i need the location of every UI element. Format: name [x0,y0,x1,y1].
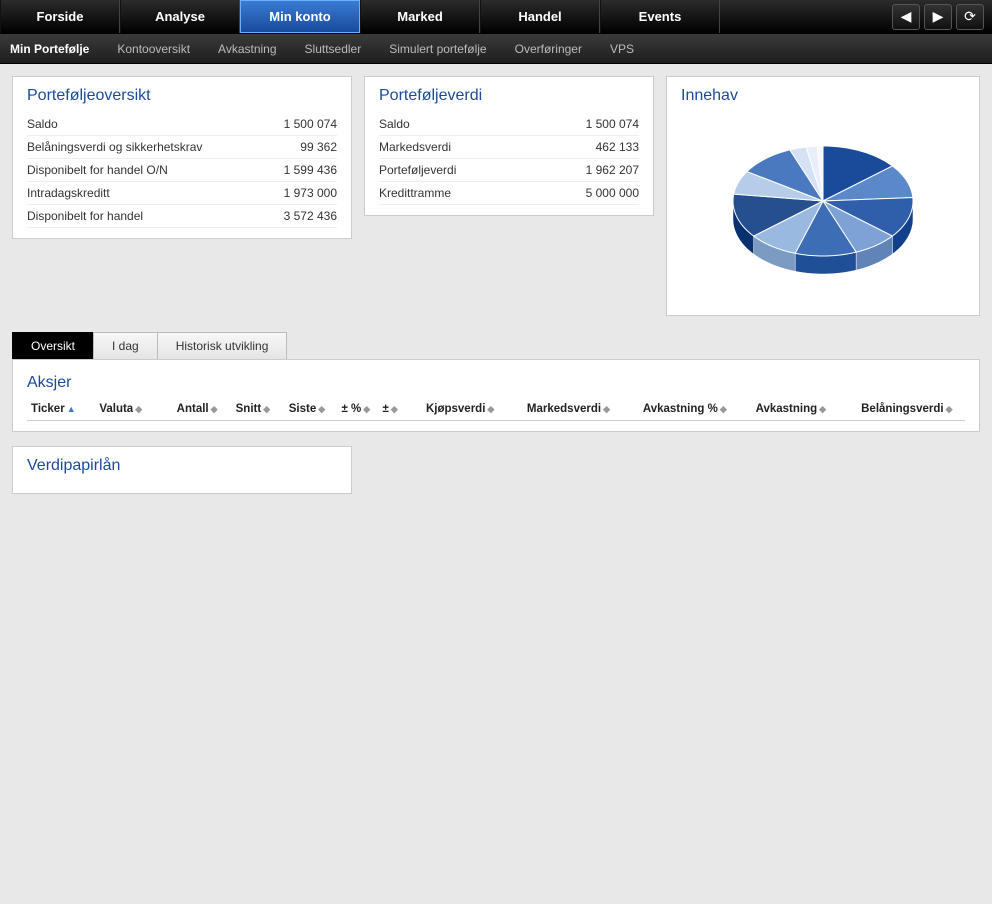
loan-panel: Verdipapirlån [12,446,352,494]
nav-back-icon[interactable]: ◀ [892,4,920,30]
sub-nav: Min Portefølje Kontooversikt Avkastning Slu… [0,34,992,64]
topnav-item-forside[interactable]: Forside [0,0,120,33]
col-header[interactable]: Markedsverdi◆ [496,398,612,421]
value-table: Saldo1 500 074Markedsverdi462 133Portefø… [379,113,639,205]
holdings-pie-chart [718,123,928,293]
col-header[interactable]: Avkastning◆ [729,398,828,421]
panel-title: Porteføljeoversikt [27,87,337,105]
kv-label: Belåningsverdi og sikkerhetskrav [27,136,265,159]
col-header[interactable]: Kjøpsverdi◆ [400,398,497,421]
kv-value: 3 572 436 [265,205,337,228]
top-nav: ForsideAnalyseMin kontoMarkedHandelEvent… [0,0,992,34]
topnav-item-events[interactable]: Events [600,0,720,33]
kv-label: Markedsverdi [379,136,533,159]
col-header[interactable] [955,398,966,421]
subnav-item-min-portefølje[interactable]: Min Portefølje [10,42,89,56]
topnav-item-handel[interactable]: Handel [480,0,600,33]
kv-row: Intradagskreditt1 973 000 [27,182,337,205]
stocks-title: Aksjer [27,374,965,392]
portfolio-overview-panel: Porteføljeoversikt Saldo1 500 074Belånin… [12,76,352,239]
stocks-panel: Aksjer Ticker▲Valuta◆Antall◆Snitt◆Siste◆… [12,359,980,432]
overview-table: Saldo1 500 074Belåningsverdi og sikkerhe… [27,113,337,228]
topnav-item-analyse[interactable]: Analyse [120,0,240,33]
subnav-item-overføringer[interactable]: Overføringer [515,42,582,56]
col-header[interactable]: Belåningsverdi◆ [828,398,954,421]
kv-row: Disponibelt for handel3 572 436 [27,205,337,228]
panel-title: Porteføljeverdi [379,87,639,105]
col-header[interactable]: Siste◆ [272,398,327,421]
kv-label: Porteføljeverdi [379,159,533,182]
kv-value: 99 362 [265,136,337,159]
subnav-item-simulert-portefølje[interactable]: Simulert portefølje [389,42,486,56]
col-header[interactable]: Antall◆ [159,398,220,421]
col-header[interactable]: ±◆ [372,398,400,421]
kv-row: Markedsverdi462 133 [379,136,639,159]
col-header[interactable]: ± %◆ [327,398,372,421]
kv-value: 1 973 000 [265,182,337,205]
holdings-panel: Innehav [666,76,980,316]
subnav-item-kontooversikt[interactable]: Kontooversikt [117,42,190,56]
stocks-table: Ticker▲Valuta◆Antall◆Snitt◆Siste◆± %◆±◆K… [27,398,965,421]
kv-label: Intradagskreditt [27,182,265,205]
kv-value: 1 500 074 [533,113,639,136]
kv-label: Saldo [27,113,265,136]
kv-label: Saldo [379,113,533,136]
kv-value: 1 599 436 [265,159,337,182]
tab-oversikt[interactable]: Oversikt [12,332,94,359]
panel-title: Verdipapirlån [27,457,337,475]
kv-row: Saldo1 500 074 [379,113,639,136]
tab-historisk-utvikling[interactable]: Historisk utvikling [157,332,288,359]
panel-title: Innehav [681,87,965,105]
col-header[interactable]: Snitt◆ [220,398,273,421]
nav-forward-icon[interactable]: ▶ [924,4,952,30]
kv-row: Kredittramme5 000 000 [379,182,639,205]
kv-label: Kredittramme [379,182,533,205]
kv-row: Saldo1 500 074 [27,113,337,136]
subnav-item-sluttsedler[interactable]: Sluttsedler [305,42,362,56]
col-header[interactable]: Valuta◆ [95,398,158,421]
kv-row: Belåningsverdi og sikkerhetskrav99 362 [27,136,337,159]
portfolio-value-panel: Porteføljeverdi Saldo1 500 074Markedsver… [364,76,654,216]
kv-row: Disponibelt for handel O/N1 599 436 [27,159,337,182]
tab-i-dag[interactable]: I dag [93,332,158,359]
kv-label: Disponibelt for handel O/N [27,159,265,182]
col-header[interactable]: Avkastning %◆ [612,398,729,421]
kv-value: 1 500 074 [265,113,337,136]
col-header[interactable]: Ticker▲ [27,398,95,421]
kv-value: 1 962 207 [533,159,639,182]
subnav-item-avkastning[interactable]: Avkastning [218,42,276,56]
topnav-item-min-konto[interactable]: Min konto [240,0,360,33]
kv-value: 5 000 000 [533,182,639,205]
topnav-item-marked[interactable]: Marked [360,0,480,33]
kv-value: 462 133 [533,136,639,159]
kv-label: Disponibelt for handel [27,205,265,228]
nav-spacer [720,0,890,33]
kv-row: Porteføljeverdi1 962 207 [379,159,639,182]
nav-refresh-icon[interactable]: ⟳ [956,4,984,30]
tabs: OversiktI dagHistorisk utvikling [12,332,980,359]
subnav-item-vps[interactable]: VPS [610,42,634,56]
